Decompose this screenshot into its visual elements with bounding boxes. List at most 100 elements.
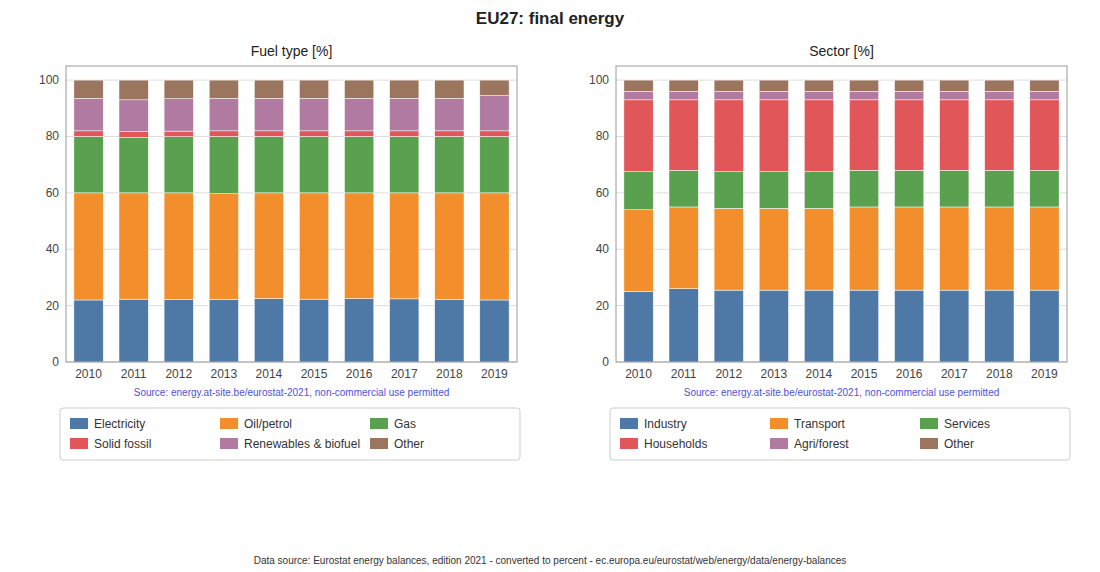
bar-segment: [669, 80, 698, 91]
x-tick-label: 2014: [256, 367, 283, 381]
bar-segment: [480, 96, 509, 131]
y-tick-label: 60: [596, 186, 610, 200]
bar-segment: [940, 290, 969, 362]
x-tick-label: 2017: [391, 367, 418, 381]
bar-segment: [759, 208, 788, 290]
bar-segment: [849, 91, 878, 99]
bar-segment: [624, 91, 653, 99]
plot-frame: [66, 66, 517, 362]
bar-segment: [849, 207, 878, 290]
y-tick-label: 80: [596, 129, 610, 143]
legend-label: Other: [394, 437, 424, 451]
legend-swatch: [370, 418, 388, 429]
bar-segment: [669, 100, 698, 170]
bar-segment: [390, 131, 419, 137]
bar-segment: [759, 172, 788, 209]
bar-segment: [164, 137, 193, 193]
bar-segment: [624, 172, 653, 210]
bar-segment: [1030, 100, 1059, 170]
bar-segment: [714, 80, 743, 91]
bar-segment: [344, 98, 373, 130]
x-tick-label: 2014: [806, 367, 833, 381]
legend-label: Households: [644, 437, 707, 451]
legend: IndustryTransportServicesHouseholdsAgri/…: [610, 408, 1070, 460]
bar-segment: [985, 290, 1014, 362]
bar-segment: [435, 131, 464, 137]
bar-segment: [209, 80, 238, 98]
bar-segment: [1030, 290, 1059, 362]
bar-segment: [849, 170, 878, 207]
chart-panel: Fuel type [%]020406080100201020112012201…: [39, 43, 520, 460]
bar-segment: [344, 136, 373, 192]
x-tick-label: 2012: [165, 367, 192, 381]
background: [0, 0, 1100, 572]
bar-segment: [759, 100, 788, 172]
legend-swatch: [770, 418, 788, 429]
y-tick-label: 80: [46, 129, 60, 143]
legend-label: Other: [944, 437, 974, 451]
legend-swatch: [70, 418, 88, 429]
bar-segment: [299, 131, 328, 137]
bar-segment: [74, 80, 103, 98]
legend-label: Transport: [794, 417, 846, 431]
bar-segment: [435, 193, 464, 300]
bar-segment: [480, 131, 509, 137]
bar-segment: [714, 100, 743, 172]
bar-segment: [299, 299, 328, 362]
x-tick-label: 2017: [941, 367, 968, 381]
bar-segment: [714, 290, 743, 362]
legend-swatch: [220, 418, 238, 429]
bar-segment: [209, 194, 238, 300]
bar-segment: [119, 193, 148, 299]
plot-frame: [616, 66, 1067, 362]
bar-segment: [894, 80, 923, 91]
source-text: Source: energy.at-site.be/eurostat-2021,…: [134, 387, 450, 398]
bar-segment: [209, 136, 238, 193]
bar-segment: [390, 193, 419, 299]
bar-segment: [119, 299, 148, 362]
bar-segment: [714, 208, 743, 290]
y-tick-label: 40: [596, 242, 610, 256]
legend-label: Services: [944, 417, 990, 431]
bar-segment: [480, 300, 509, 362]
bar-segment: [669, 91, 698, 99]
bar-segment: [894, 290, 923, 362]
bar-segment: [344, 80, 373, 98]
x-tick-label: 2016: [896, 367, 923, 381]
chart-title: Fuel type [%]: [251, 43, 333, 59]
x-tick-label: 2010: [625, 367, 652, 381]
x-tick-label: 2015: [301, 367, 328, 381]
bar-segment: [804, 290, 833, 362]
bar-segment: [390, 80, 419, 98]
bar-segment: [254, 98, 283, 130]
bar-segment: [804, 91, 833, 99]
x-tick-label: 2011: [671, 367, 697, 381]
bar-segment: [804, 208, 833, 290]
bar-segment: [940, 80, 969, 91]
x-tick-label: 2010: [75, 367, 102, 381]
bar-segment: [435, 299, 464, 362]
bars: [74, 80, 509, 362]
legend: ElectricityOil/petrolGasSolid fossilRene…: [60, 408, 520, 460]
bar-segment: [849, 290, 878, 362]
bar-segment: [390, 299, 419, 362]
x-tick-label: 2011: [121, 367, 147, 381]
legend-label: Agri/forest: [794, 437, 849, 451]
bar-segment: [435, 80, 464, 98]
bar-segment: [985, 207, 1014, 290]
chart-panel: Sector [%]020406080100201020112012201320…: [589, 43, 1070, 460]
figure-title: EU27: final energy: [476, 9, 625, 28]
bar-segment: [344, 193, 373, 299]
y-tick-label: 0: [602, 355, 609, 369]
bar-segment: [624, 292, 653, 362]
bar-segment: [254, 131, 283, 137]
bar-segment: [74, 193, 103, 300]
bar-segment: [940, 170, 969, 207]
footer-text: Data source: Eurostat energy balances, e…: [254, 555, 847, 566]
bar-segment: [480, 80, 509, 96]
x-tick-label: 2016: [346, 367, 373, 381]
bar-segment: [164, 80, 193, 99]
bar-segment: [254, 193, 283, 299]
x-tick-label: 2019: [481, 367, 508, 381]
bar-segment: [894, 207, 923, 290]
